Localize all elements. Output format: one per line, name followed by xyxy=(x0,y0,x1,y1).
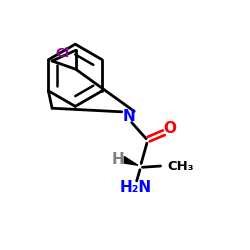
Polygon shape xyxy=(124,156,138,165)
Text: O: O xyxy=(163,121,176,136)
Text: N: N xyxy=(122,109,135,124)
Text: CH₃: CH₃ xyxy=(167,160,194,172)
Text: Cl: Cl xyxy=(55,47,70,60)
Text: H₂N: H₂N xyxy=(120,180,152,195)
Text: H: H xyxy=(111,152,124,167)
